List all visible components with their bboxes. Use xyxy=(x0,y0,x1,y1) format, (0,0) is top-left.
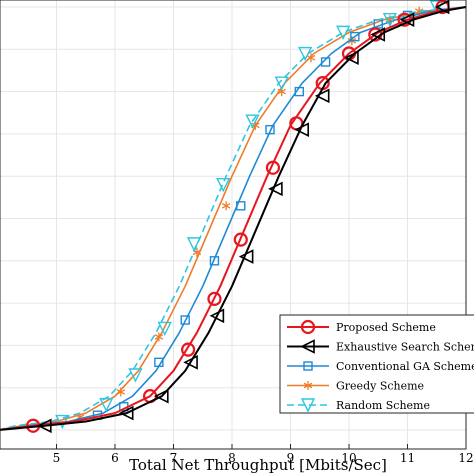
series-line xyxy=(0,6,467,431)
data-point xyxy=(118,405,134,421)
x-ticks: 5 6 7 8 9 10 11 12 xyxy=(53,444,474,465)
data-point xyxy=(434,0,450,15)
asterisk-stroke xyxy=(154,334,164,340)
legend: Proposed Scheme Exhaustive Search Scheme C… xyxy=(279,314,474,414)
data-point xyxy=(183,355,198,370)
data-point xyxy=(314,88,330,104)
axes-box xyxy=(0,0,467,450)
data-point xyxy=(186,237,202,252)
series-line xyxy=(0,6,467,431)
data-point xyxy=(294,122,310,137)
data-point xyxy=(128,368,143,383)
data-point xyxy=(154,388,169,404)
asterisk-stroke xyxy=(303,382,313,389)
asterisk-stroke xyxy=(277,88,286,95)
data-point xyxy=(274,76,289,91)
data-point xyxy=(399,12,415,27)
data-point xyxy=(154,357,164,368)
series-line xyxy=(0,6,467,431)
legend-marker xyxy=(300,319,316,335)
series-4 xyxy=(0,6,467,431)
data-point xyxy=(236,201,246,211)
legend-marker xyxy=(303,361,313,371)
legend-marker xyxy=(300,398,316,413)
data-point xyxy=(350,31,360,42)
data-point xyxy=(429,0,444,15)
legend-label: Random Scheme xyxy=(336,399,430,412)
data-point xyxy=(265,160,281,175)
legend-label: Exhaustive Search Scheme xyxy=(336,341,474,354)
data-point xyxy=(245,114,260,129)
data-point xyxy=(181,342,196,357)
x-tick-label: 11 xyxy=(400,451,415,465)
data-point xyxy=(157,321,172,337)
legend-item-4: Greedy Scheme xyxy=(287,380,424,393)
data-point xyxy=(209,308,225,324)
data-point xyxy=(209,256,220,266)
legend-marker xyxy=(300,339,315,354)
legend-item-3: Conventional GA Scheme xyxy=(287,360,474,373)
data-point xyxy=(336,25,351,40)
data-point xyxy=(297,46,313,62)
data-point xyxy=(370,27,386,42)
legend-item-2: Exhaustive Search Scheme xyxy=(287,339,474,354)
asterisk-stroke xyxy=(221,202,231,209)
data-point xyxy=(221,201,231,211)
data-point xyxy=(233,232,248,247)
data-point xyxy=(265,124,275,135)
x-tick-label: 9 xyxy=(287,451,295,465)
legend-label: Greedy Scheme xyxy=(336,380,424,393)
data-point xyxy=(306,53,316,63)
x-tick-label: 8 xyxy=(228,451,236,465)
data-point xyxy=(37,418,52,434)
data-point xyxy=(238,249,254,264)
x-tick-label: 12 xyxy=(458,451,473,465)
x-axis-label: Total Net Throughput [Mbits/Sec] xyxy=(129,456,387,474)
series-5 xyxy=(0,0,467,431)
legend-label: Conventional GA Scheme xyxy=(336,360,474,373)
data-point xyxy=(268,181,283,197)
legend-marker xyxy=(303,381,313,390)
x-tick-label: 6 xyxy=(111,451,119,465)
series-line xyxy=(0,6,467,431)
data-point xyxy=(344,50,359,66)
asterisk-stroke xyxy=(414,8,424,15)
data-point xyxy=(397,12,412,27)
legend-label: Proposed Scheme xyxy=(336,321,436,334)
legend-entries: Proposed Scheme Exhaustive Search Scheme C… xyxy=(287,319,474,413)
asterisk-stroke xyxy=(306,54,316,61)
data-point xyxy=(216,177,231,193)
data-point xyxy=(294,86,304,97)
data-point xyxy=(154,332,164,342)
data-point xyxy=(99,397,114,413)
series-2 xyxy=(0,0,467,434)
x-tick-label: 5 xyxy=(53,451,61,465)
series-group xyxy=(0,0,467,434)
data-point xyxy=(382,12,398,28)
data-point xyxy=(180,315,190,325)
x-tick-label: 7 xyxy=(170,451,178,465)
legend-item-1: Proposed Scheme xyxy=(287,319,436,335)
data-point xyxy=(207,291,222,306)
legend-item-5: Random Scheme xyxy=(287,398,430,413)
data-point xyxy=(116,387,126,397)
x-tick-label: 10 xyxy=(341,451,356,465)
data-point xyxy=(320,57,331,67)
asterisk-stroke xyxy=(192,249,202,256)
asterisk-stroke xyxy=(116,389,126,395)
